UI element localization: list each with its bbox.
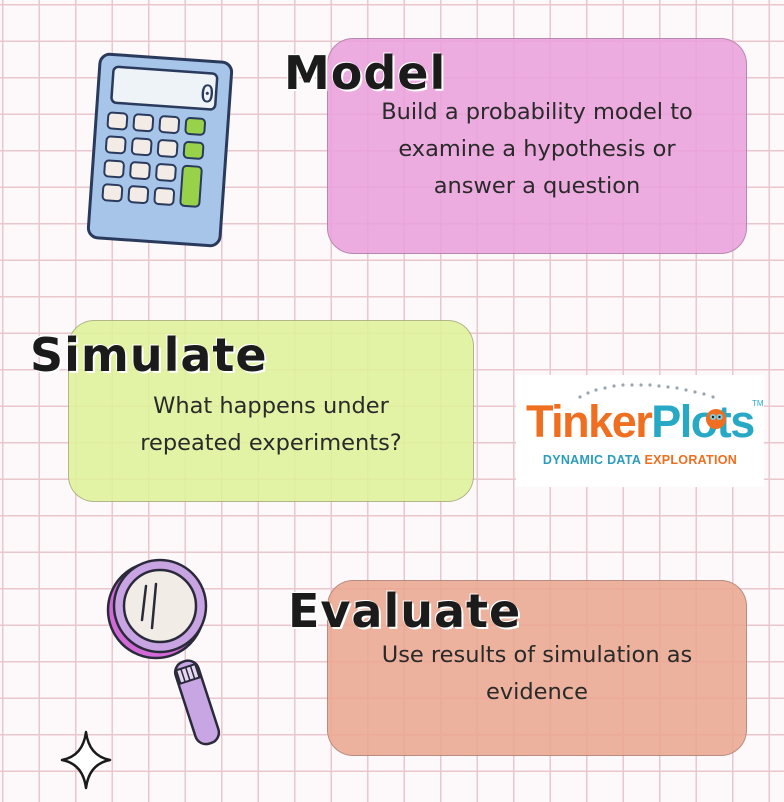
evaluate-description: Use results of simulation as evidence [381,642,693,705]
evaluate-card: Use results of simulation as evidence [327,580,747,756]
simulate-heading: Simulate [30,328,268,382]
evaluate-heading: Evaluate [288,584,522,638]
simulate-card: What happens under repeated experiments? [68,320,474,502]
logo-wordmark: TinkerPlots [526,396,755,447]
logo-tagline-part2: EXPLORATION [644,453,738,467]
simulate-description: What happens under repeated experiments? [140,393,402,456]
sparkle-icon [60,730,112,790]
model-heading: Model [284,46,447,100]
logo-word-plots: Plots [651,396,755,447]
logo-arc-icon [578,383,715,399]
model-description: Build a probability model to examine a h… [381,98,693,199]
calculator-icon: 0 [86,52,234,248]
model-card: Build a probability model to examine a h… [327,38,747,254]
magnifying-glass-icon [106,558,221,746]
calculator-display-digit: 0 [199,80,215,109]
logo-tagline: DYNAMIC DATA EXPLORATION [516,453,764,467]
tinkerplots-logo: TinkerPlots TM DYNAMIC DATA EXPLORATION [516,375,764,487]
logo-trademark: TM [752,399,764,408]
logo-tagline-part1: DYNAMIC DATA [542,453,645,467]
logo-word-tinker: Tinker [526,396,653,447]
logo-ball-icon [706,409,726,429]
